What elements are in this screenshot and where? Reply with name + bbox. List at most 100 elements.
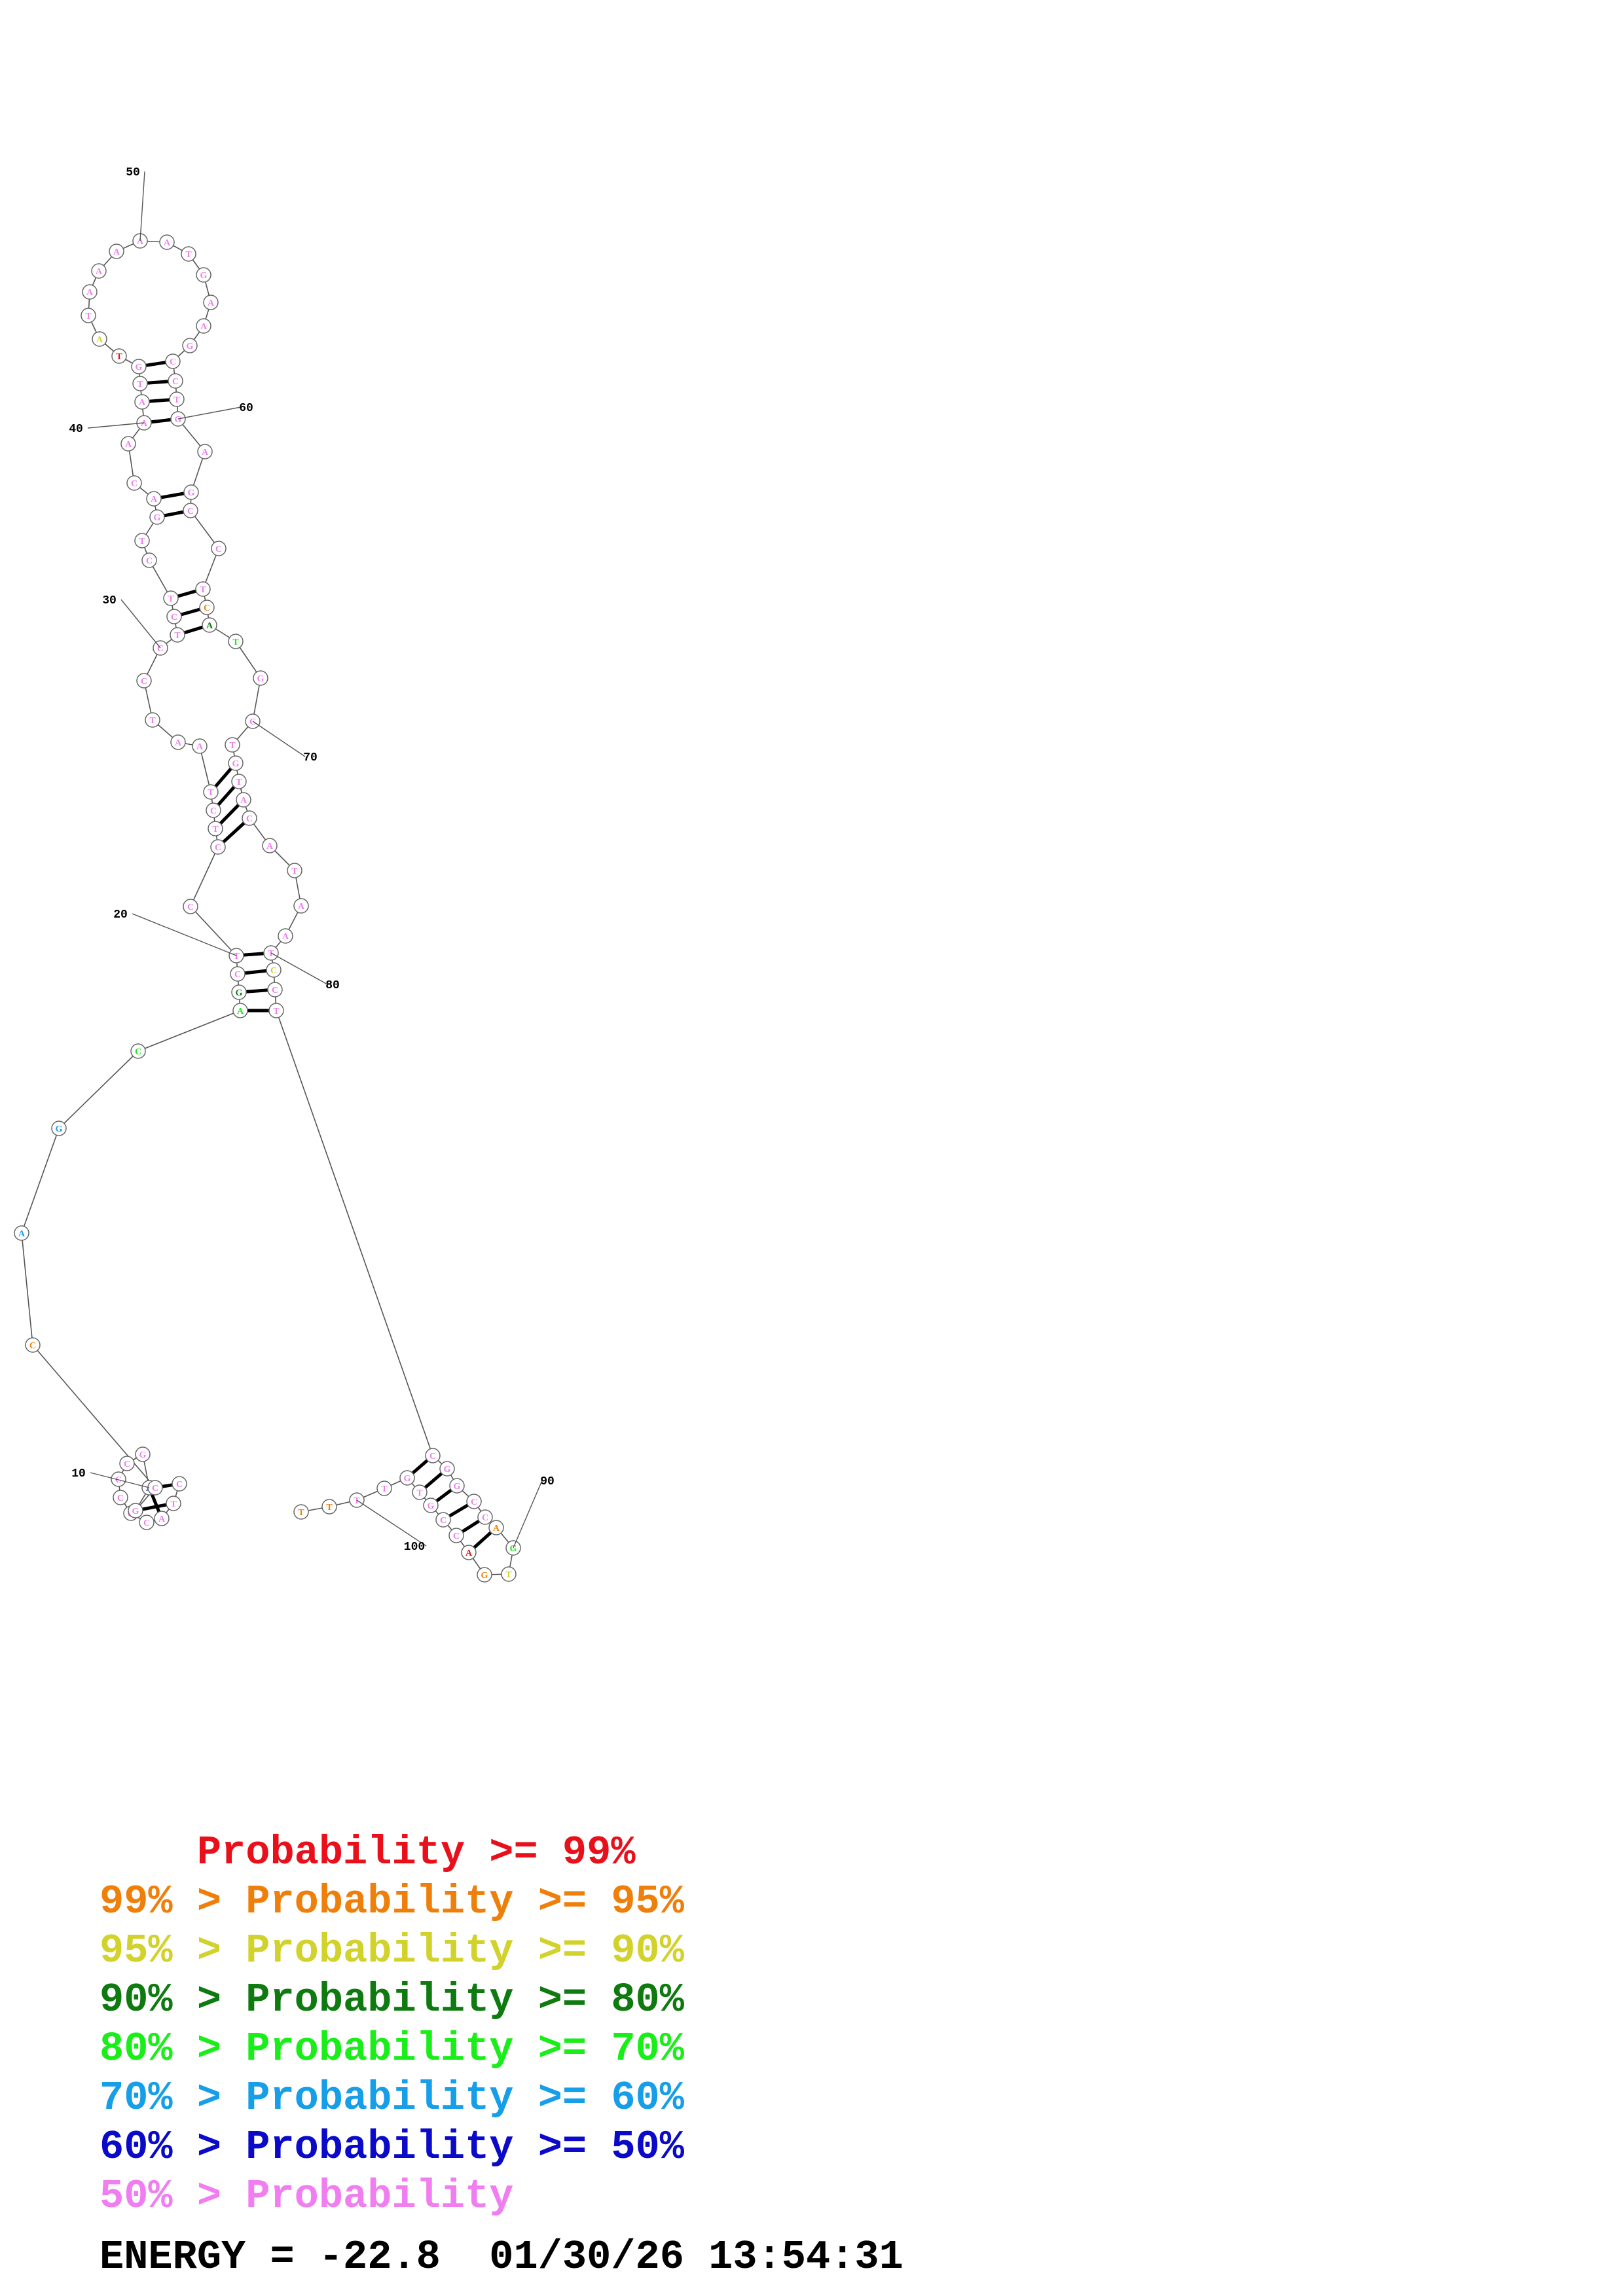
svg-text:T: T bbox=[354, 1496, 360, 1506]
position-label-30: 30 bbox=[102, 594, 117, 607]
tick-line-70 bbox=[252, 721, 306, 757]
svg-text:A: A bbox=[266, 842, 274, 852]
nucleotide-74: A bbox=[236, 792, 251, 808]
nucleotide-21: C bbox=[183, 899, 198, 914]
svg-text:C: C bbox=[215, 843, 221, 853]
svg-text:C: C bbox=[29, 1341, 36, 1351]
nucleotide-19: C bbox=[230, 966, 246, 982]
nucleotide-37: A bbox=[146, 491, 162, 507]
svg-text:T: T bbox=[212, 825, 219, 834]
nucleotide-91: T bbox=[501, 1566, 517, 1582]
nucleotide-102: T bbox=[293, 1504, 309, 1520]
nucleotide-4: C bbox=[139, 1515, 155, 1530]
svg-text:G: G bbox=[188, 488, 195, 498]
svg-text:A: A bbox=[158, 1515, 166, 1524]
svg-text:C: C bbox=[171, 613, 177, 622]
svg-text:G: G bbox=[136, 363, 143, 372]
legend-row-70to80: 80% > Probability >= 70% bbox=[100, 2026, 684, 2072]
nucleotide-52: T bbox=[181, 246, 196, 262]
svg-text:T: T bbox=[137, 380, 143, 389]
svg-text:G: G bbox=[444, 1465, 451, 1475]
svg-text:T: T bbox=[268, 949, 274, 959]
position-label-100: 100 bbox=[404, 1541, 425, 1554]
legend-row-60to70: 70% > Probability >= 60% bbox=[100, 2075, 684, 2121]
nucleotide-81: C bbox=[266, 962, 282, 978]
svg-text:G: G bbox=[257, 674, 264, 684]
svg-text:G: G bbox=[200, 271, 208, 281]
backbone-link-25 bbox=[199, 745, 211, 793]
nucleotide-7: C bbox=[111, 1471, 126, 1487]
svg-text:C: C bbox=[187, 903, 194, 912]
svg-text:C: C bbox=[440, 1516, 447, 1526]
svg-text:G: G bbox=[236, 988, 243, 998]
nucleotide-85: G bbox=[439, 1461, 455, 1477]
nucleotide-35: T bbox=[134, 533, 150, 548]
nucleotide-66: C bbox=[199, 600, 215, 615]
nucleotide-67: A bbox=[202, 617, 217, 633]
nucleotide-nodes: CTACGCCCGAGCCAGCAGCTCCTCTAATCCTCTCTGACAA… bbox=[14, 233, 521, 1583]
svg-text:C: C bbox=[135, 1047, 141, 1057]
nucleotide-22: C bbox=[210, 839, 226, 855]
svg-text:T: T bbox=[381, 1484, 388, 1494]
backbone-link-13 bbox=[21, 1232, 33, 1346]
nucleotide-82: C bbox=[267, 982, 283, 997]
nucleotide-78: A bbox=[293, 898, 309, 914]
svg-text:T: T bbox=[505, 1570, 512, 1580]
svg-text:G: G bbox=[404, 1474, 411, 1484]
position-label-90: 90 bbox=[540, 1475, 555, 1488]
svg-text:A: A bbox=[465, 1549, 473, 1558]
svg-text:A: A bbox=[151, 495, 158, 505]
nucleotide-72: G bbox=[228, 755, 244, 771]
svg-text:A: A bbox=[141, 419, 148, 429]
svg-text:A: A bbox=[164, 238, 171, 248]
svg-text:C: C bbox=[453, 1532, 460, 1541]
position-label-60: 60 bbox=[239, 402, 253, 415]
svg-text:C: C bbox=[210, 806, 217, 816]
tick-line-10 bbox=[90, 1472, 150, 1488]
svg-text:C: C bbox=[141, 677, 147, 687]
nucleotide-73: T bbox=[231, 774, 247, 789]
svg-text:G: G bbox=[139, 1450, 147, 1460]
backbone-link-63 bbox=[190, 510, 219, 549]
svg-text:A: A bbox=[237, 1007, 244, 1016]
svg-text:A: A bbox=[86, 288, 94, 298]
nucleotide-89: A bbox=[488, 1520, 504, 1535]
svg-text:T: T bbox=[416, 1488, 423, 1498]
svg-text:T: T bbox=[232, 637, 239, 647]
svg-text:T: T bbox=[149, 716, 156, 726]
nucleotide-25: T bbox=[203, 784, 219, 800]
nucleotide-94: C bbox=[448, 1528, 464, 1543]
svg-text:T: T bbox=[168, 594, 174, 604]
nucleotide-12: C bbox=[147, 1480, 163, 1496]
svg-text:C: C bbox=[143, 1518, 150, 1528]
svg-text:A: A bbox=[493, 1524, 500, 1534]
svg-text:G: G bbox=[481, 1571, 488, 1581]
position-label-ticks: 10 20 30 40 50 60 70 80 90 100 bbox=[69, 166, 555, 1554]
nucleotide-99: T bbox=[376, 1480, 392, 1496]
nucleotide-23: T bbox=[208, 821, 223, 836]
nucleotide-56: G bbox=[182, 338, 198, 353]
position-label-70: 70 bbox=[303, 751, 318, 764]
nucleotide-96: G bbox=[423, 1498, 439, 1513]
backbone-link-21 bbox=[190, 846, 219, 907]
svg-text:C: C bbox=[429, 1452, 436, 1462]
nucleotide-58: C bbox=[168, 373, 183, 389]
nucleotide-42: T bbox=[132, 376, 148, 391]
nucleotide-87: C bbox=[466, 1494, 482, 1509]
svg-text:C: C bbox=[234, 970, 241, 980]
nucleotide-32: C bbox=[166, 609, 182, 624]
nucleotide-27: A bbox=[170, 734, 186, 750]
svg-text:C: C bbox=[215, 545, 222, 554]
nucleotide-2: T bbox=[166, 1496, 181, 1511]
nucleotide-6: C bbox=[113, 1490, 128, 1505]
backbone-links bbox=[21, 240, 514, 1575]
nucleotide-11: G bbox=[128, 1503, 143, 1518]
nucleotide-71: T bbox=[225, 737, 240, 753]
nucleotide-79: A bbox=[278, 928, 293, 944]
svg-text:G: G bbox=[154, 513, 161, 523]
svg-text:C: C bbox=[146, 556, 153, 566]
svg-text:A: A bbox=[96, 267, 103, 277]
svg-text:C: C bbox=[246, 814, 253, 824]
nucleotide-39: A bbox=[120, 436, 136, 452]
svg-text:G: G bbox=[56, 1124, 63, 1134]
